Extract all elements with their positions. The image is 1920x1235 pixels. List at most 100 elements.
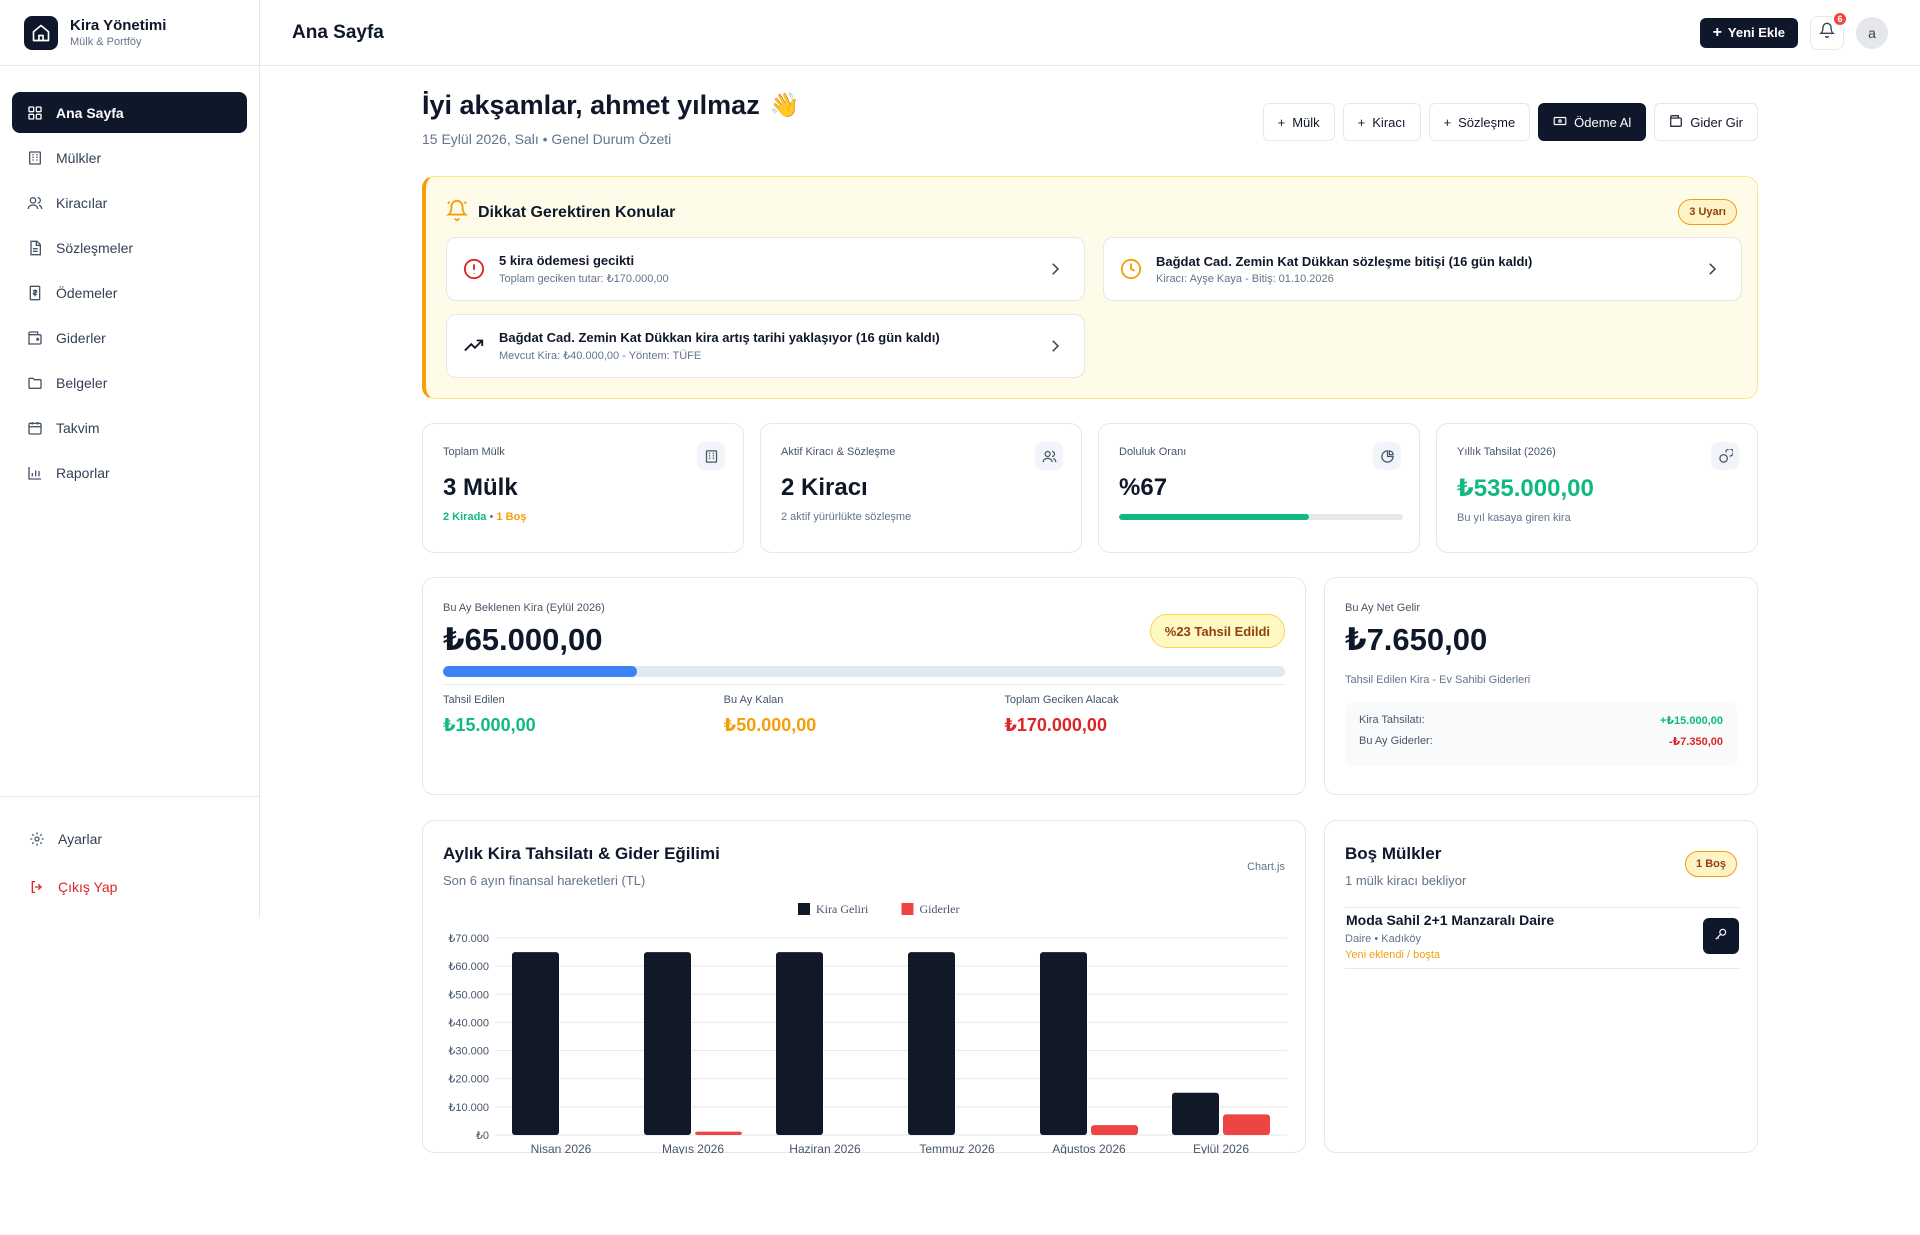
alert-item-rent-increase[interactable]: Bağdat Cad. Zemin Kat Dükkan kira artış … — [446, 314, 1085, 378]
collected-label: Tahsil Edilen — [443, 694, 505, 706]
collected-percent-badge: %23 Tahsil Edildi — [1149, 614, 1285, 648]
trend-chart-card: Aylık Kira Tahsilatı & Gider Eğilimi Son… — [422, 820, 1306, 1154]
plus-icon: + — [1277, 114, 1286, 130]
alert-item-contract-end[interactable]: Bağdat Cad. Zemin Kat Dükkan sözleşme bi… — [1103, 237, 1742, 301]
chart-title: Aylık Kira Tahsilatı & Gider Eğilimi — [443, 844, 720, 863]
greeting-title: İyi akşamlar, ahmet yılmaz — [422, 90, 760, 120]
users-icon — [26, 194, 44, 212]
notifications-button[interactable]: 6 — [1810, 10, 1848, 50]
sidebar-item-payments[interactable]: Ödemeler — [12, 272, 247, 313]
vacant-property-item[interactable]: Moda Sahil 2+1 Manzaralı Daire Daire • K… — [1345, 907, 1739, 969]
bar — [1040, 952, 1087, 1135]
stat-value: 2 Kiracı — [781, 474, 868, 501]
alert-subtitle: Toplam geciken tutar: ₺170.000,00 — [499, 273, 669, 285]
bar — [1172, 1092, 1219, 1135]
sidebar-item-calendar[interactable]: Takvim — [12, 407, 247, 448]
sidebar-item-documents[interactable]: Belgeler — [12, 362, 247, 403]
brand-title: Kira Yönetimi — [70, 17, 167, 34]
stat-subtitle: 2 aktif yürürlükte sözleşme — [781, 511, 912, 523]
add-property-button[interactable]: + Mülk — [1262, 103, 1335, 141]
bar — [776, 952, 823, 1135]
vacant-subtitle: 1 mülk kiracı bekliyor — [1345, 873, 1467, 888]
occupancy-progress-fill — [1119, 514, 1310, 520]
stat-label: Toplam Mülk — [443, 446, 505, 458]
brand: Kira Yönetimi Mülk & Portföy — [0, 0, 259, 66]
sidebar-item-label: Takvim — [56, 419, 100, 436]
brand-subtitle: Mülk & Portföy — [70, 36, 142, 48]
topbar: Ana Sayfa + Yeni Ekle 6 a — [260, 0, 1920, 66]
pie-chart-icon — [1373, 442, 1401, 470]
logout-button[interactable]: Çıkış Yap — [16, 865, 243, 909]
greeting: İyi akşamlar, ahmet yılmaz 👋 15 Eylül 20… — [422, 90, 1758, 150]
chart-subtitle: Son 6 ayın finansal hareketleri (TL) — [443, 873, 646, 888]
avatar[interactable]: a — [1856, 16, 1888, 49]
overdue-label: Toplam Geciken Alacak — [1004, 694, 1119, 706]
sidebar-item-properties[interactable]: Mülkler — [12, 137, 247, 178]
add-contract-button[interactable]: + Sözleşme — [1428, 103, 1531, 141]
building-icon — [697, 442, 725, 470]
net-income-card: Bu Ay Net Gelir ₺7.650,00 Tahsil Edilen … — [1324, 577, 1758, 795]
chart-library-label: Chart.js — [1247, 861, 1285, 873]
sidebar-item-tenants[interactable]: Kiracılar — [12, 182, 247, 223]
alert-item-overdue[interactable]: 5 kira ödemesi gecikti Toplam geciken tu… — [446, 237, 1085, 301]
sidebar-item-label: Kiracılar — [56, 194, 108, 211]
chevron-right-icon — [1703, 260, 1721, 283]
sidebar-item-label: Belgeler — [56, 374, 108, 391]
x-tick-label: Eylül 2026 — [1193, 1142, 1249, 1154]
y-tick-label: ₺50.000 — [448, 989, 489, 1001]
enter-expense-label: Gider Gir — [1690, 114, 1743, 130]
bar — [1223, 1114, 1270, 1135]
bar — [1091, 1125, 1138, 1135]
grid-icon — [26, 104, 44, 122]
y-tick-label: ₺60.000 — [448, 961, 489, 973]
coins-icon — [1711, 442, 1739, 470]
occupancy-progress-bar — [1119, 514, 1403, 520]
page-title: Ana Sayfa — [292, 21, 384, 43]
bell-icon — [445, 199, 469, 226]
receive-payment-button[interactable]: Ödeme Al — [1538, 103, 1647, 141]
assign-tenant-button[interactable] — [1703, 918, 1739, 954]
net-value: ₺7.650,00 — [1345, 622, 1488, 657]
y-tick-label: ₺0 — [476, 1130, 489, 1142]
alert-circle-icon — [463, 258, 485, 280]
y-tick-label: ₺30.000 — [448, 1046, 489, 1058]
calendar-icon — [26, 419, 44, 437]
enter-expense-button[interactable]: Gider Gir — [1654, 103, 1758, 141]
stat-value: ₺535.000,00 — [1457, 475, 1594, 502]
legend-swatch — [901, 903, 914, 915]
alert-subtitle: Kiracı: Ayşe Kaya - Bitiş: 01.10.2026 — [1156, 272, 1334, 285]
sidebar-item-label: Sözleşmeler — [56, 239, 134, 256]
stat-subtitle: Bu yıl kasaya giren kira — [1457, 512, 1571, 524]
chevron-right-icon — [1046, 260, 1064, 283]
divider — [443, 684, 1285, 685]
sidebar-item-dashboard[interactable]: Ana Sayfa — [12, 92, 247, 133]
overdue-value: ₺170.000,00 — [1004, 715, 1107, 735]
add-new-label: Yeni Ekle — [1727, 25, 1785, 40]
add-tenant-button[interactable]: + Kiracı — [1342, 103, 1421, 141]
property-note: Yeni eklendi / boşta — [1345, 949, 1440, 961]
quick-actions: + Mülk + Kiracı + Sözleşme Ödeme Al Gider G… — [1262, 103, 1758, 141]
notification-badge: 6 — [1832, 10, 1848, 27]
building-icon — [26, 149, 44, 167]
sidebar-footer: Ayarlar Çıkış Yap — [0, 796, 259, 933]
sidebar-item-reports[interactable]: Raporlar — [12, 452, 247, 493]
bar — [908, 952, 955, 1135]
alert-title: 5 kira ödemesi gecikti — [499, 253, 635, 268]
bar — [695, 1131, 742, 1135]
rent-label: Bu Ay Beklenen Kira (Eylül 2026) — [443, 602, 605, 614]
alert-title: Bağdat Cad. Zemin Kat Dükkan kira artış … — [499, 330, 940, 345]
sidebar-item-contracts[interactable]: Sözleşmeler — [12, 227, 247, 268]
alerts-count-badge: 3 Uyarı — [1678, 199, 1737, 225]
sidebar-item-label: Ana Sayfa — [56, 104, 124, 121]
legend-label: Giderler — [920, 902, 960, 916]
sidebar-item-expenses[interactable]: Giderler — [12, 317, 247, 358]
rent-value: ₺65.000,00 — [443, 622, 603, 657]
bell-icon — [1818, 22, 1836, 43]
add-new-button[interactable]: + Yeni Ekle — [1699, 17, 1798, 48]
trending-up-icon — [463, 335, 485, 357]
y-tick-label: ₺10.000 — [448, 1102, 489, 1114]
add-contract-label: Sözleşme — [1458, 114, 1516, 130]
key-icon — [1714, 927, 1728, 946]
settings-button[interactable]: Ayarlar — [16, 817, 243, 861]
stat-card-occupancy: Doluluk Oranı %67 — [1098, 423, 1420, 553]
